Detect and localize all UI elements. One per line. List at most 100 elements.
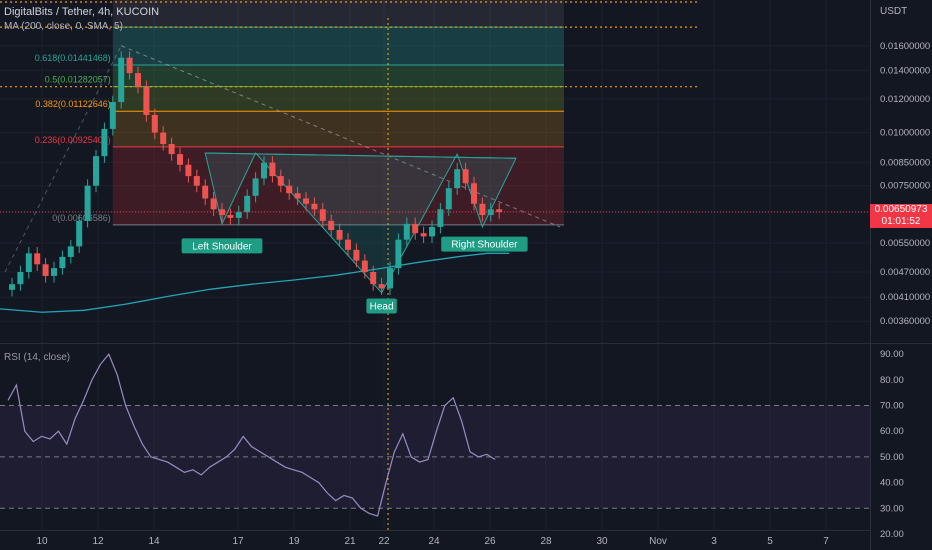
time-axis-label: 17 — [232, 536, 244, 547]
price-axis-label: 0.00850000 — [880, 158, 930, 169]
moving-average-line — [0, 252, 510, 313]
candle-body — [25, 253, 32, 273]
candle-body — [311, 203, 318, 210]
candle-body — [445, 188, 452, 210]
rsi-axis-label: 40.00 — [880, 478, 904, 489]
candle-body — [303, 198, 309, 204]
candle-body — [370, 272, 377, 285]
candle-body — [420, 233, 427, 237]
pattern-label-box — [441, 236, 528, 252]
fib-zone-top — [112, 0, 565, 28]
price-axis-label: 0.00750000 — [880, 181, 930, 192]
candle-body — [345, 239, 351, 250]
trend-line — [121, 45, 561, 228]
rsi-axis-label: 20.00 — [880, 529, 904, 540]
rsi-axis-label: 60.00 — [880, 426, 904, 437]
time-axis-label: 14 — [148, 536, 160, 547]
rsi-axis-label: 30.00 — [880, 503, 904, 514]
candle-body — [462, 169, 469, 184]
time-axis-label: 12 — [92, 536, 104, 547]
rsi-axis-label: 50.00 — [880, 452, 904, 463]
candle-body — [118, 57, 125, 103]
time-axis-label: 10 — [36, 536, 48, 547]
rsi-axis-label: 90.00 — [880, 349, 904, 360]
price-axis-label: 0.00470000 — [880, 267, 930, 278]
candle-body — [471, 183, 477, 204]
symbol-title: DigitalBits / Tether, 4h, KUCOIN — [4, 6, 160, 18]
candle-body — [9, 284, 15, 290]
time-axis-label: 30 — [596, 536, 608, 547]
time-axis-label: 5 — [767, 536, 773, 547]
fib-zone — [112, 111, 565, 147]
pattern-label: Head — [370, 301, 394, 312]
candle-body — [454, 169, 461, 189]
time-axis-label: 21 — [344, 536, 356, 547]
candle-body — [403, 223, 410, 240]
candle-body — [143, 86, 150, 115]
pattern-label-box — [366, 298, 397, 314]
candle-body — [353, 249, 360, 261]
candle-body — [429, 226, 435, 237]
price-axis-label: 0.01400000 — [880, 65, 930, 76]
time-axis-label: 24 — [428, 536, 440, 547]
time-axis-label: 3 — [711, 536, 717, 547]
current-price-tag: 0.00650973 01:01:52 — [870, 204, 932, 228]
rsi-axis-label: 80.00 — [880, 375, 904, 386]
price-axis-label: 0.00550000 — [880, 238, 930, 249]
candle-body — [361, 260, 368, 273]
candle-body — [395, 239, 402, 269]
fib-level-label: 0(0.00606586) — [52, 213, 111, 223]
rsi-line — [7, 352, 496, 517]
candle-body — [294, 193, 301, 199]
candle-body — [17, 272, 24, 285]
price-axis-label: 0.00410000 — [880, 292, 930, 303]
pattern-label-box — [181, 238, 263, 254]
time-axis-label: 26 — [484, 536, 496, 547]
candle-body — [412, 223, 419, 234]
candle-body — [177, 154, 183, 165]
time-axis-label: 19 — [288, 536, 300, 547]
candle-body — [59, 256, 66, 269]
currency-label: USDT — [880, 6, 908, 17]
candle-body — [34, 253, 41, 265]
candle-body — [193, 176, 200, 186]
candle-body — [277, 176, 284, 186]
candle-body — [151, 114, 158, 133]
candle-body — [42, 264, 49, 276]
pattern-label: Left Shoulder — [192, 241, 252, 252]
candle-body — [227, 214, 234, 218]
candle-body — [185, 164, 192, 177]
current-price-value: 0.00650973 — [874, 204, 928, 215]
price-axis-label: 0.01200000 — [880, 94, 930, 105]
trend-line — [4, 45, 122, 273]
time-axis-label: Nov — [649, 536, 667, 547]
fib-zone — [112, 27, 565, 66]
candle-body — [84, 185, 91, 221]
price-axis-label: 0.01000000 — [880, 128, 930, 139]
fib-level-label: 0.382(0.01122646) — [35, 99, 110, 109]
candle-body — [93, 156, 99, 186]
candle-body — [168, 143, 175, 155]
fib-zone — [112, 86, 565, 112]
ma-indicator-title[interactable]: MA (200, close, 0, SMA, 5) — [4, 21, 123, 32]
candle-body — [244, 195, 251, 213]
fib-zone — [112, 65, 565, 87]
head-shoulders-pattern — [204, 152, 517, 294]
price-axis-label: 0.01600000 — [880, 41, 930, 52]
rsi-axis-label: 70.00 — [880, 401, 904, 412]
pattern-label: Right Shoulder — [451, 240, 518, 251]
candle-body — [479, 203, 486, 215]
candle-body — [387, 268, 393, 289]
candle-body — [160, 132, 167, 144]
candle-body — [487, 209, 494, 215]
candle-body — [202, 185, 209, 199]
candle-body — [76, 220, 83, 247]
candle-body — [51, 268, 57, 276]
price-axis-label: 0.00360000 — [880, 316, 930, 327]
candle-body — [496, 209, 503, 213]
candle-body — [101, 128, 108, 157]
candle-body — [437, 209, 444, 227]
rsi-indicator-title[interactable]: RSI (14, close) — [4, 352, 71, 363]
